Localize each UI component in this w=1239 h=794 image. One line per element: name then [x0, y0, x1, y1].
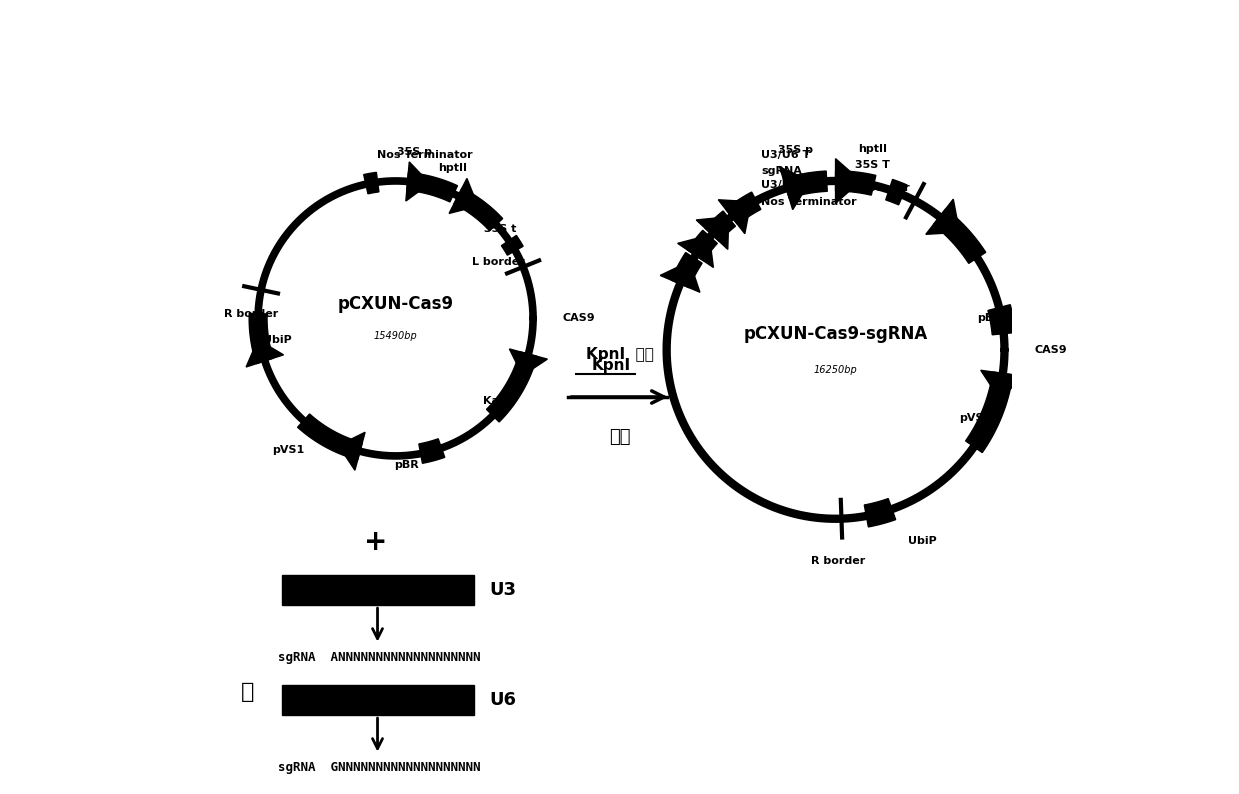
Text: L border: L border: [472, 256, 524, 267]
Text: R border: R border: [810, 557, 865, 566]
Text: CAS9: CAS9: [1035, 345, 1067, 355]
Polygon shape: [835, 159, 861, 203]
Polygon shape: [987, 305, 1015, 335]
Text: U3: U3: [489, 581, 517, 599]
Polygon shape: [835, 171, 876, 195]
Polygon shape: [406, 172, 457, 202]
Text: 或: 或: [240, 681, 254, 702]
Polygon shape: [338, 432, 366, 470]
Polygon shape: [696, 217, 729, 249]
Text: 35S t: 35S t: [484, 224, 517, 234]
Text: sgRNA  ANNNNNNNNNNNNNNNNNNN: sgRNA ANNNNNNNNNNNNNNNNNNN: [278, 651, 481, 665]
Polygon shape: [509, 349, 548, 376]
Bar: [281, 576, 475, 605]
Polygon shape: [933, 209, 986, 264]
Text: pVS1: pVS1: [959, 414, 991, 423]
Text: 连接: 连接: [608, 429, 631, 446]
Text: hptII: hptII: [859, 144, 887, 154]
Bar: [281, 685, 475, 715]
Polygon shape: [926, 199, 959, 234]
Polygon shape: [886, 179, 907, 205]
Polygon shape: [719, 200, 751, 233]
Text: UbiP: UbiP: [263, 334, 291, 345]
Polygon shape: [705, 211, 736, 241]
Text: pBR: pBR: [976, 313, 1001, 323]
Text: sgRNA  GNNNNNNNNNNNNNNNNNNN: sgRNA GNNNNNNNNNNNNNNNNNNN: [278, 761, 481, 774]
Text: pBR: pBR: [394, 460, 419, 470]
Text: U3/U6 T: U3/U6 T: [761, 150, 810, 160]
Polygon shape: [726, 192, 761, 225]
Text: 35S p: 35S p: [778, 145, 814, 156]
Polygon shape: [660, 261, 700, 292]
Text: hptII: hptII: [439, 163, 467, 173]
Text: +: +: [364, 528, 388, 557]
Text: sgRNA: sgRNA: [761, 166, 802, 175]
Text: 35S p: 35S p: [396, 148, 431, 157]
Polygon shape: [487, 352, 536, 422]
Polygon shape: [364, 172, 379, 194]
Text: U6: U6: [489, 692, 517, 709]
Text: pVS1: pVS1: [271, 445, 304, 455]
Polygon shape: [419, 439, 445, 463]
Text: 15490bp: 15490bp: [374, 331, 418, 341]
Text: UbiP: UbiP: [908, 536, 937, 545]
Polygon shape: [865, 499, 896, 527]
Polygon shape: [783, 171, 828, 198]
Polygon shape: [678, 235, 714, 268]
Polygon shape: [502, 235, 523, 255]
Polygon shape: [297, 414, 362, 460]
Polygon shape: [249, 314, 274, 364]
Polygon shape: [779, 167, 810, 210]
Text: U3/U6 P: U3/U6 P: [761, 179, 812, 190]
Text: pCXUN-Cas9: pCXUN-Cas9: [337, 295, 453, 314]
Text: KpnI  酶切: KpnI 酶切: [586, 347, 653, 361]
Text: 35S T: 35S T: [855, 160, 890, 170]
Text: CAS9: CAS9: [563, 314, 596, 323]
Text: pCXUN-Cas9-sgRNA: pCXUN-Cas9-sgRNA: [743, 326, 928, 343]
Text: KpnI: KpnI: [592, 358, 631, 373]
Polygon shape: [406, 162, 430, 201]
Polygon shape: [688, 230, 717, 261]
Polygon shape: [247, 340, 284, 367]
Text: Kan: Kan: [483, 396, 507, 406]
Text: R border: R border: [224, 309, 279, 319]
Text: L border: L border: [857, 183, 909, 193]
Polygon shape: [672, 252, 703, 287]
Text: Kan: Kan: [933, 222, 958, 233]
Polygon shape: [449, 179, 478, 214]
Polygon shape: [453, 188, 503, 231]
Text: Nos Terminator: Nos Terminator: [761, 197, 857, 207]
Text: 16250bp: 16250bp: [814, 364, 857, 375]
Polygon shape: [981, 370, 1025, 399]
Text: Nos Terminator: Nos Terminator: [377, 150, 473, 160]
Polygon shape: [965, 372, 1012, 453]
